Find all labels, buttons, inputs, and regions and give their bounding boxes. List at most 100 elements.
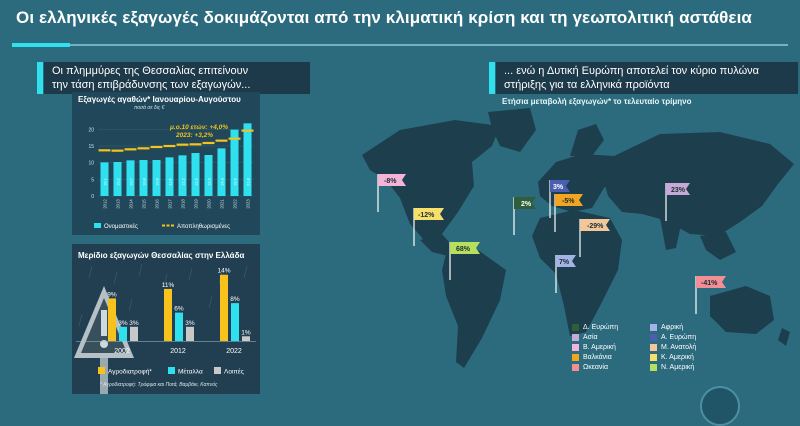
map-legend-item: Βαλκάνια (572, 353, 650, 362)
x-tick-label: 2015 (142, 199, 147, 209)
svg-text:-5%: -5% (562, 198, 575, 205)
export-chart-gridlines (98, 129, 254, 197)
left-header-line-2: την τάση επιβράδυνσης των εξαγωγών... (52, 79, 251, 91)
svg-text:-41%: -41% (701, 280, 718, 287)
svg-text:-29%: -29% (587, 223, 604, 230)
map-flag: -29% (579, 219, 610, 257)
export-bar (178, 155, 187, 196)
map-legend: Δ. Ευρώπη Αφρική Ασία Α. Ευρώπη Β. Αμερική Μ.… (572, 323, 732, 372)
share-chart-footnote: * Αγροδιατροφή: Τρόφιμα και Ποτά, Βαμβάκ… (100, 381, 218, 388)
map-flags: -8% -12% 68% 2% 3% -5% -29% 23% 7% -41% (377, 174, 726, 314)
world-map-continents (362, 108, 794, 368)
continent-australia (710, 286, 774, 334)
share-chart: 9%3% 3%11%6%3%14%8%1% 2002 2012 2022 Αγροδι… (74, 263, 256, 394)
map-legend-label: Ν. Αμερική (661, 364, 695, 371)
map-legend-label: Αφρική (661, 324, 684, 331)
legend-swatch-agrifood (98, 367, 105, 374)
map-legend-item: Αφρική (650, 323, 732, 332)
map-legend-item: Κ. Αμερική (650, 353, 732, 362)
x-tick-label: 2022 (233, 199, 238, 209)
export-bar-label: 10,1 (104, 178, 108, 185)
share-bar (130, 326, 138, 341)
share-bar-label: 11% (162, 282, 175, 289)
map-subtitle: Ετήσια μεταβολή εξαγωγών* το τελευταίο τ… (502, 97, 692, 106)
share-bar (175, 312, 183, 341)
map-flag: -12% (413, 208, 444, 246)
export-bar (113, 162, 122, 196)
right-header-line-1: ... ενώ η Δυτική Ευρώπη αποτελεί τον κύρ… (504, 65, 760, 77)
left-header-line-1: Οι πλημμύρες της Θεσσαλίας επιτείνουν (52, 65, 249, 77)
export-bar-label: 14,3 (221, 178, 225, 185)
svg-text:68%: 68% (456, 246, 471, 253)
continent-greenland (488, 108, 536, 152)
map-flag: -8% (377, 174, 406, 212)
share-x-tick-label: 2012 (170, 348, 186, 355)
map-flag: -5% (554, 194, 583, 232)
export-chart-deflated-line (98, 129, 254, 152)
emblem-icon (700, 386, 740, 426)
map-flag: 3% (549, 180, 570, 218)
y-tick-label: 20 (88, 127, 94, 133)
x-tick-label: 2012 (103, 199, 108, 209)
svg-text:2%: 2% (521, 201, 532, 208)
share-bar-label: 8% (230, 296, 240, 303)
left-section-header: Οι πλημμύρες της Θεσσαλίας επιτείνουν τη… (44, 62, 310, 94)
share-bar-label: 14% (217, 268, 230, 275)
legend-label-deflated: Αποπληθωρισμένες (177, 223, 230, 230)
map-legend-item: Μ. Ανατολή (650, 343, 732, 352)
export-bar (230, 129, 239, 196)
title-divider-accent (12, 43, 70, 47)
map-legend-label: Β. Αμερική (583, 344, 616, 351)
map-legend-label: Α. Ευρώπη (661, 334, 697, 341)
svg-text:3%: 3% (553, 184, 564, 191)
export-chart-bars (100, 123, 252, 196)
export-chart-data-labels: 10,1 10,2 10,7 10,8 10,8 11,6 12,2 12,9 12,3 14,3… (104, 178, 251, 185)
export-bar-label: 12,9 (195, 178, 199, 185)
export-chart-annotation-2023: 2023: +3,2% (175, 132, 213, 139)
continent-central-america (420, 234, 456, 256)
export-bar-label: 10,2 (117, 178, 121, 185)
map-legend-item: Α. Ευρώπη (650, 333, 732, 342)
export-bar (191, 153, 200, 196)
y-tick-label: 0 (91, 194, 94, 200)
export-chart: 0 5 10 15 20 10,1 10,2 10,7 10,8 10,8 11,6 12,2 12,… (88, 123, 254, 230)
share-bar (119, 326, 127, 341)
y-tick-label: 15 (88, 144, 94, 150)
map-legend-swatch (572, 354, 579, 361)
right-section-header: ... ενώ η Δυτική Ευρώπη αποτελεί τον κύρ… (496, 62, 798, 94)
continent-africa (532, 210, 622, 336)
export-chart-title: Εξαγωγές αγαθών* Ιανουαρίου-Αυγούστου (78, 95, 241, 104)
export-bar-label: 19,9 (234, 178, 238, 185)
share-bar-label: 3% (129, 320, 139, 327)
map-legend-swatch (650, 324, 657, 331)
continent-north-america (362, 120, 500, 240)
share-bar (231, 303, 239, 341)
export-bar-label: 12,2 (182, 178, 186, 185)
x-tick-label: 2016 (155, 199, 160, 209)
legend-label-nominal: Ονομαστικές (104, 223, 138, 230)
map-legend-swatch (572, 334, 579, 341)
export-chart-unit: ποσά σε δις € (134, 105, 165, 111)
export-bar (204, 155, 213, 196)
export-bar-label: 10,8 (156, 178, 160, 185)
share-chart-data-labels: 9%3% 3%11%6%3%14%8%1% (107, 268, 251, 337)
right-header-accent (489, 62, 495, 94)
share-bar (108, 298, 116, 341)
map-legend-label: Μ. Ανατολή (661, 344, 697, 351)
map-flag: 7% (555, 255, 576, 293)
map-legend-swatch (650, 334, 657, 341)
export-bar-label: 10,7 (130, 178, 134, 185)
share-chart-card: Μερίδιο εξαγωγών Θεσσαλίας στην Ελλάδα 9… (72, 244, 260, 394)
svg-text:-12%: -12% (418, 212, 435, 219)
share-bar-label: 3% (118, 320, 128, 327)
export-bar (126, 160, 135, 196)
share-x-tick-label: 2002 (114, 348, 130, 355)
share-bar (186, 326, 194, 341)
x-tick-label: 2019 (194, 199, 199, 209)
legend-swatch-other (214, 367, 221, 374)
map-legend-swatch (650, 354, 657, 361)
continent-scandinavia (570, 124, 604, 156)
export-bar-label: 11,6 (169, 178, 173, 185)
x-tick-label: 2023 (246, 199, 251, 209)
map-legend-swatch (572, 364, 579, 371)
